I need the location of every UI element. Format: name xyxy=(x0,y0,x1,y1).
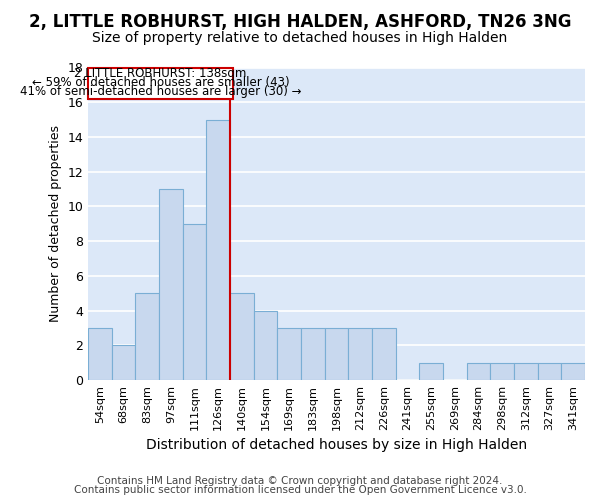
Text: Contains HM Land Registry data © Crown copyright and database right 2024.: Contains HM Land Registry data © Crown c… xyxy=(97,476,503,486)
Text: 2, LITTLE ROBHURST, HIGH HALDEN, ASHFORD, TN26 3NG: 2, LITTLE ROBHURST, HIGH HALDEN, ASHFORD… xyxy=(29,12,571,30)
Bar xyxy=(206,120,230,380)
Bar xyxy=(159,189,182,380)
Bar xyxy=(230,294,254,380)
Bar xyxy=(277,328,301,380)
Bar xyxy=(136,294,159,380)
Text: ← 59% of detached houses are smaller (43): ← 59% of detached houses are smaller (43… xyxy=(32,76,289,89)
Text: Size of property relative to detached houses in High Halden: Size of property relative to detached ho… xyxy=(92,31,508,45)
Bar xyxy=(325,328,349,380)
Bar xyxy=(88,328,112,380)
Bar xyxy=(182,224,206,380)
Bar xyxy=(419,363,443,380)
Bar xyxy=(467,363,490,380)
Bar xyxy=(254,310,277,380)
Bar xyxy=(562,363,585,380)
X-axis label: Distribution of detached houses by size in High Halden: Distribution of detached houses by size … xyxy=(146,438,527,452)
Text: 2 LITTLE ROBHURST: 138sqm: 2 LITTLE ROBHURST: 138sqm xyxy=(74,67,247,80)
Text: 41% of semi-detached houses are larger (30) →: 41% of semi-detached houses are larger (… xyxy=(20,86,301,98)
FancyBboxPatch shape xyxy=(88,68,233,99)
Bar xyxy=(490,363,514,380)
Bar xyxy=(349,328,372,380)
Bar xyxy=(301,328,325,380)
Bar xyxy=(514,363,538,380)
Bar xyxy=(372,328,395,380)
Bar xyxy=(112,346,136,380)
Bar xyxy=(538,363,562,380)
Y-axis label: Number of detached properties: Number of detached properties xyxy=(49,126,62,322)
Text: Contains public sector information licensed under the Open Government Licence v3: Contains public sector information licen… xyxy=(74,485,526,495)
